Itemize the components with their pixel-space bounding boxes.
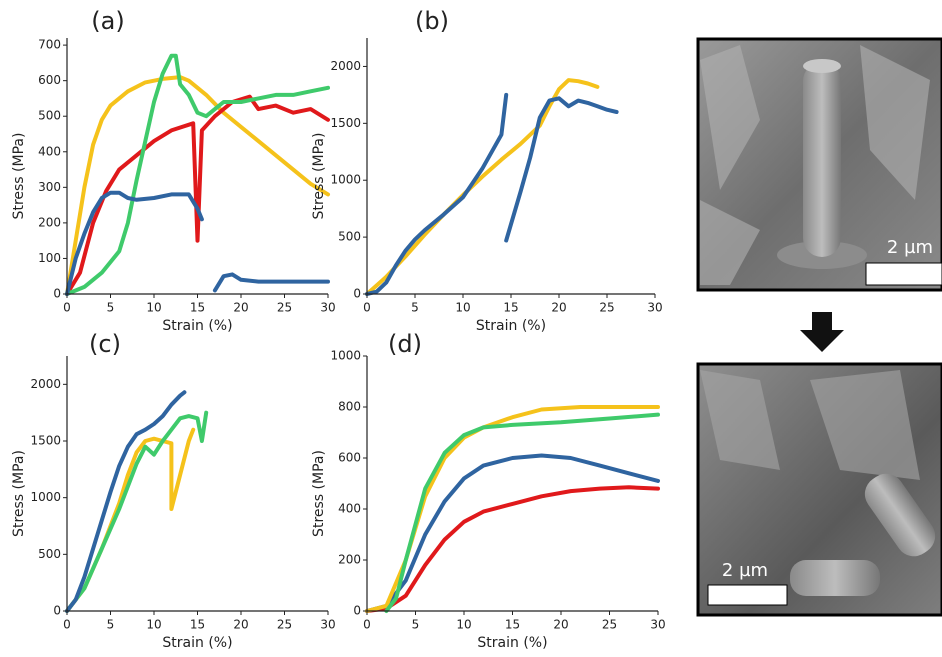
x-tick-label: 10 (146, 301, 161, 315)
data-line (384, 412, 660, 613)
y-tick-label: 300 (38, 180, 61, 194)
data-line (65, 410, 209, 613)
x-tick-label: 15 (505, 618, 520, 632)
y-axis-title: Stress (MPa) (311, 450, 327, 537)
y-tick-label: 600 (38, 73, 61, 87)
x-tick-label: 15 (190, 301, 205, 315)
data-line (365, 453, 660, 613)
data-line (65, 94, 330, 296)
y-axis-title: Stress (MPa) (11, 450, 27, 537)
panel: (c) 0 500 1000 1500 2000 0 5 10 15 20 25 30 Strain (%… (11, 330, 336, 651)
y-tick-label: 2000 (30, 377, 61, 391)
x-tick-label: 5 (107, 618, 115, 632)
y-tick-label: 1000 (330, 349, 361, 363)
x-tick-label: 5 (411, 301, 419, 315)
data-line (65, 390, 187, 613)
y-tick-label: 1000 (330, 173, 361, 187)
x-tick-label: 20 (553, 618, 568, 632)
y-axis-title: Stress (MPa) (11, 133, 27, 220)
y-tick-label: 800 (338, 400, 361, 414)
x-tick-label: 10 (146, 618, 161, 632)
y-tick-label: 1500 (330, 116, 361, 130)
y-tick-label: 200 (38, 215, 61, 229)
x-tick-label: 30 (650, 618, 665, 632)
panel: (b) 0 500 1000 1500 2000 0 5 10 15 20 25 30 Strain (%… (311, 7, 663, 334)
x-tick-label: 25 (277, 618, 292, 632)
y-tick-label: 500 (38, 109, 61, 123)
y-tick-label: 0 (53, 287, 61, 301)
x-tick-label: 30 (647, 301, 662, 315)
x-tick-label: 20 (233, 618, 248, 632)
panel: (a) 0 100 200 300 400 500 600 700 0 5 10 15 20 25 30 Str… (11, 7, 336, 334)
panel-label: (d) (388, 330, 422, 358)
y-tick-label: 500 (338, 230, 361, 244)
x-tick-label: 25 (599, 301, 614, 315)
data-line (365, 405, 660, 613)
panel-label: (c) (89, 330, 121, 358)
data-line (365, 78, 600, 296)
y-tick-label: 500 (38, 547, 61, 561)
x-tick-label: 15 (503, 301, 518, 315)
arrow (800, 312, 844, 352)
panel: (d) 0 200 400 600 800 1000 0 5 10 15 20 25 30 Strain (… (311, 330, 666, 651)
scale-label: 2 µm (722, 560, 768, 581)
x-tick-label: 25 (277, 301, 292, 315)
y-tick-label: 0 (53, 604, 61, 618)
data-line (65, 190, 330, 296)
y-tick-label: 0 (353, 604, 361, 618)
x-tick-label: 30 (320, 301, 335, 315)
y-tick-label: 400 (38, 144, 61, 158)
x-axis-title: Strain (%) (476, 318, 546, 334)
y-tick-label: 0 (353, 287, 361, 301)
data-line (365, 485, 660, 613)
y-tick-label: 400 (338, 502, 361, 516)
x-tick-label: 10 (455, 301, 470, 315)
x-axis-title: Strain (%) (162, 635, 232, 651)
x-axis-title: Strain (%) (162, 318, 232, 334)
sem-image-top: 2 µm (696, 37, 942, 292)
x-tick-label: 5 (412, 618, 420, 632)
sem-image-bottom: 2 µm (696, 362, 942, 617)
panel-label: (b) (415, 7, 449, 35)
x-tick-label: 15 (190, 618, 205, 632)
data-line (65, 53, 330, 296)
y-tick-label: 1000 (30, 490, 61, 504)
y-tick-label: 1500 (30, 434, 61, 448)
x-tick-label: 0 (363, 618, 371, 632)
y-tick-label: 600 (338, 451, 361, 465)
y-tick-label: 2000 (330, 59, 361, 73)
x-tick-label: 30 (320, 618, 335, 632)
x-tick-label: 20 (551, 301, 566, 315)
y-tick-label: 200 (338, 553, 361, 567)
data-line (365, 92, 619, 296)
x-tick-label: 0 (63, 301, 71, 315)
y-tick-label: 700 (38, 38, 61, 52)
y-tick-label: 100 (38, 251, 61, 265)
x-axis-title: Strain (%) (477, 635, 547, 651)
x-tick-label: 5 (107, 301, 115, 315)
x-tick-label: 20 (233, 301, 248, 315)
y-axis-title: Stress (MPa) (311, 133, 327, 220)
x-tick-label: 25 (602, 618, 617, 632)
x-tick-label: 0 (363, 301, 371, 315)
panel-label: (a) (91, 7, 124, 35)
x-tick-label: 10 (456, 618, 471, 632)
scale-label: 2 µm (887, 237, 933, 258)
x-tick-label: 0 (63, 618, 71, 632)
